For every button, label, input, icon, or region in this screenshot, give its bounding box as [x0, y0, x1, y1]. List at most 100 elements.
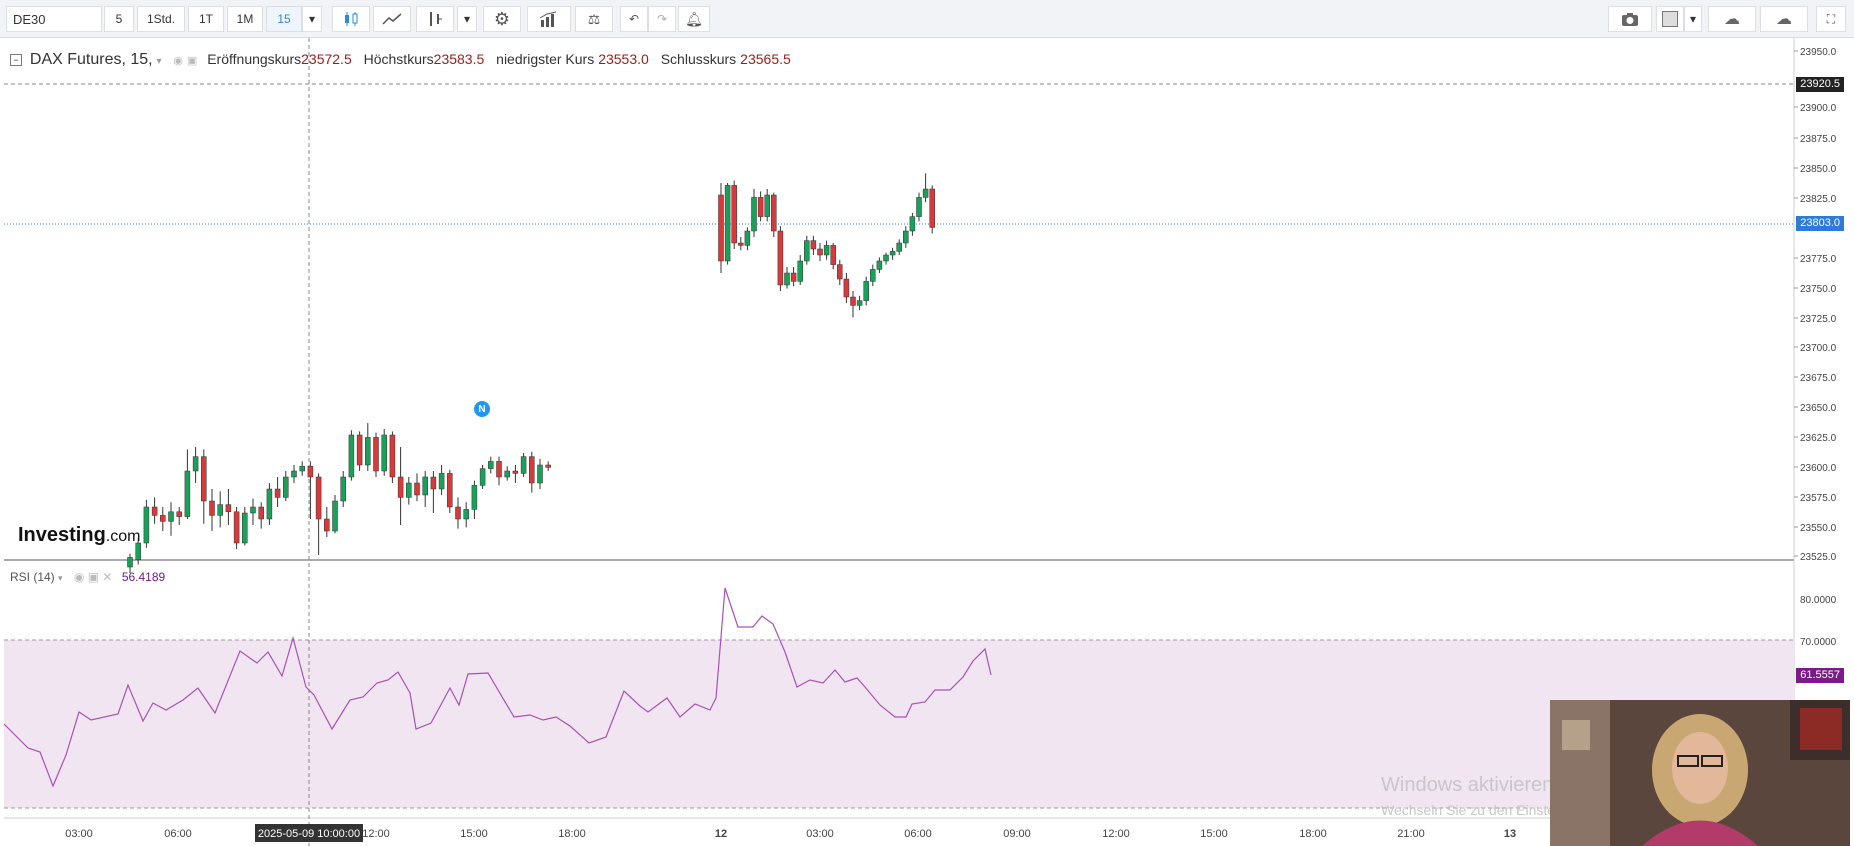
screenshot-button[interactable] [1608, 6, 1652, 32]
alert-button[interactable]: 🔔︎ [678, 6, 710, 32]
candle-day1-body [258, 506, 264, 520]
rsi-legend: RSI (14) ▾ ◉ ▣ ✕ 56.4189 [10, 570, 165, 584]
rsi-label: RSI (14) [10, 570, 55, 584]
interval-15-button[interactable]: 15 [266, 6, 302, 32]
chart-canvas[interactable]: 23950.0 23900.0 23875.0 23850.0 23825.0 23775… [0, 38, 1854, 846]
open-label: Eröffnungskurs [207, 51, 302, 67]
cloud-load-button[interactable]: ☁ [1708, 6, 1756, 32]
candle-day2-body [738, 242, 744, 246]
candle-day2-body [896, 242, 902, 252]
time-axis-label: 06:00 [904, 828, 932, 840]
studies-button[interactable] [527, 6, 571, 32]
compare-button[interactable]: ⚖ [575, 6, 613, 32]
collapse-icon[interactable]: − [10, 54, 22, 67]
layout-button[interactable] [1656, 6, 1684, 32]
price-tick-label: 23650.0 [1800, 403, 1837, 414]
candle-day1-body [242, 512, 248, 544]
interval-1h-button[interactable]: 1Std. [137, 6, 185, 32]
low-label: niedrigster Kurs [496, 51, 595, 67]
candle-day1-body [520, 456, 527, 474]
scale-icon: ⚖ [587, 10, 601, 27]
candle-day1-body [127, 557, 133, 568]
square-icon [1662, 11, 1678, 27]
settings-icon[interactable]: ▣ [87, 570, 100, 584]
price-tick-label: 23950.0 [1800, 47, 1837, 58]
candle-day1-body [373, 437, 379, 472]
cloud-save-button[interactable]: ☁ [1760, 6, 1808, 32]
interval-dropdown-button[interactable]: ▾ [302, 6, 322, 32]
settings-button[interactable]: ⚙ [483, 6, 521, 32]
candlestick-icon [345, 12, 358, 26]
chevron-down-icon: ▾ [1689, 12, 1697, 26]
price-tag-current: 23803.0 [1796, 216, 1844, 231]
fullscreen-button[interactable]: ⛶ [1816, 6, 1846, 32]
candle-day1-body [496, 461, 502, 478]
layout-dropdown-button[interactable]: ▾ [1684, 6, 1702, 32]
candle-day2-body [909, 216, 916, 232]
indicator-icon [430, 12, 442, 26]
candle-day2-body [837, 264, 843, 280]
symbol-input[interactable]: DE30 [6, 6, 102, 32]
candle-day1-body [324, 518, 330, 532]
candle-day1-body [160, 515, 166, 522]
webcam-overlay [1550, 700, 1850, 846]
series-menu-icon[interactable]: ▾ [156, 56, 162, 67]
redo-icon: ↷ [656, 12, 668, 26]
candle-day1-body [512, 470, 519, 474]
high-label: Höchstkurs [363, 51, 434, 67]
camera-icon [1622, 13, 1638, 26]
price-tick-label: 23600.0 [1800, 463, 1837, 474]
bell-icon: 🔔︎ [685, 10, 703, 27]
rsi-menu-icon[interactable]: ▾ [58, 573, 63, 583]
candle-day1-body [438, 473, 445, 490]
candle-day1-body [176, 511, 182, 517]
close-label: Schlusskurs [660, 51, 737, 67]
price-tick-label: 23700.0 [1800, 343, 1837, 354]
crosshair-time-bg [255, 824, 363, 842]
candle-day1-body [315, 476, 322, 520]
news-marker[interactable]: N [474, 401, 490, 417]
candle-day2-body [784, 272, 790, 286]
time-axis-label: 03:00 [806, 828, 834, 840]
time-axis-label: 15:00 [460, 828, 488, 840]
price-tick-label: 23875.0 [1800, 134, 1837, 145]
close-icon[interactable]: ✕ [102, 570, 113, 584]
interval-5-button[interactable]: 5 [104, 6, 134, 32]
candle-day1-body [192, 456, 199, 472]
eye-icon[interactable]: ◉ [73, 570, 85, 584]
price-tag-top: 23920.5 [1796, 77, 1844, 92]
candle-day1-body [430, 476, 437, 490]
candle-day1-body [406, 482, 412, 498]
candle-day2-body [876, 260, 883, 270]
price-tick-label: 23625.0 [1800, 433, 1837, 444]
rsi-value: 56.4189 [121, 570, 166, 584]
candle-day2-body [870, 269, 876, 282]
candle-day1-body [488, 461, 494, 469]
interval-1d-button[interactable]: 1T [188, 6, 224, 32]
candle-day2-body [889, 251, 896, 256]
redo-button[interactable]: ↷ [648, 6, 676, 32]
time-axis-label: 12:00 [362, 828, 390, 840]
candle-day1-body [168, 511, 174, 522]
high-value: 23583.5 [433, 51, 485, 67]
bar-chart-icon [539, 11, 557, 27]
time-axis-label: 06:00 [164, 828, 192, 840]
candles-button[interactable] [332, 6, 370, 32]
time-axis-label: 15:00 [1200, 828, 1228, 840]
chevron-down-icon: ▾ [463, 12, 471, 26]
undo-button[interactable]: ↶ [620, 6, 648, 32]
candle-day2-body [757, 197, 764, 217]
interval-1m-button[interactable]: 1M [227, 6, 263, 32]
line-chart-button[interactable] [373, 6, 411, 32]
eye-icon[interactable]: ◉ [173, 55, 184, 67]
fullscreen-icon: ⛶ [1826, 11, 1836, 26]
candle-day1-body [381, 434, 387, 472]
indicators-button[interactable] [416, 6, 454, 32]
indicators-dropdown-button[interactable]: ▾ [457, 6, 477, 32]
open-value: 23572.5 [301, 51, 352, 67]
candle-day2-body [903, 230, 909, 244]
undo-icon: ↶ [628, 12, 640, 26]
candle-day2-body [744, 230, 751, 246]
price-tick-label: 23750.0 [1800, 284, 1837, 295]
settings-icon[interactable]: ▣ [186, 55, 198, 67]
